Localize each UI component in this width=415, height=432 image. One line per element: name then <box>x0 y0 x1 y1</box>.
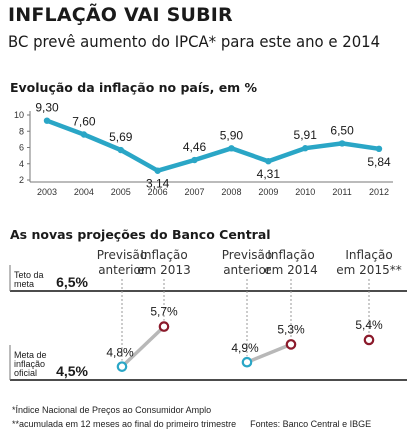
target-line-label: inflação <box>14 359 45 369</box>
x-tick-label: 2004 <box>74 187 94 197</box>
current-inflation-header: Inflação em 2014 <box>264 248 317 277</box>
x-tick-label: 2008 <box>221 187 241 197</box>
data-label: 5,91 <box>294 128 318 142</box>
data-point <box>228 145 235 152</box>
inflation-series-line <box>44 118 382 173</box>
data-point <box>154 167 161 174</box>
previous-forecast-marker <box>241 356 253 368</box>
x-tick-label: 2012 <box>369 187 389 197</box>
current-inflation-marker <box>285 339 297 350</box>
x-tick-label: 2011 <box>332 187 351 197</box>
data-point <box>43 117 51 124</box>
current-inflation-value: 5,3% <box>277 322 305 336</box>
target-line-label: Meta de <box>14 350 47 360</box>
previous-forecast-header: Previsão anterior <box>222 248 272 277</box>
current-inflation-header: Inflação em 2013 <box>137 248 190 277</box>
data-label: 4,46 <box>183 140 207 154</box>
data-label: 4,31 <box>257 167 281 181</box>
x-tick-label: 2006 <box>148 187 168 197</box>
data-point <box>117 146 124 154</box>
page-subtitle: BC prevê aumento do IPCA* para este ano … <box>8 32 381 51</box>
x-tick-label: 2005 <box>111 187 131 197</box>
target-line-label: oficial <box>14 368 37 378</box>
page-title: INFLAÇÃO VAI SUBIR <box>8 4 233 26</box>
data-point <box>80 131 88 138</box>
y-tick-label: 4 <box>19 159 24 169</box>
x-tick-label: 2007 <box>185 187 205 197</box>
current-inflation-marker <box>158 321 170 332</box>
projection-connector <box>120 325 166 368</box>
data-label: 3,14 <box>146 177 170 191</box>
data-point <box>302 145 309 152</box>
current-inflation-value: 5,7% <box>150 305 178 319</box>
projections-chart-title: As novas projeções do Banco Central <box>10 227 271 242</box>
data-label: 6,50 <box>330 123 354 137</box>
data-point <box>338 140 346 147</box>
projection-connector <box>246 342 292 364</box>
ceiling-line-label: Teto da <box>14 270 44 280</box>
previous-forecast-value: 4,9% <box>231 341 259 355</box>
line-chart-title: Evolução da inflação no país, em % <box>10 80 258 95</box>
y-tick-label: 10 <box>14 110 24 120</box>
data-label: 9,30 <box>35 101 59 115</box>
footnote-accumulated-text: **acumulada em 12 meses ao final do prim… <box>12 419 237 429</box>
current-inflation-header: Inflação em 2015** <box>336 248 401 277</box>
ceiling-line-value: 6,5% <box>56 274 88 290</box>
y-tick-label: 6 <box>19 143 24 153</box>
data-point <box>191 156 198 164</box>
data-point <box>375 145 383 152</box>
target-line-value: 4,5% <box>56 363 88 379</box>
previous-forecast-marker <box>116 361 128 372</box>
y-tick-label: 8 <box>19 126 24 136</box>
ceiling-line-label: meta <box>14 279 34 289</box>
data-label: 5,90 <box>220 128 244 142</box>
data-label: 5,84 <box>367 155 391 169</box>
x-tick-label: 2009 <box>258 187 278 197</box>
footnote-sources: Fontes: Banco Central e IBGE <box>250 419 372 429</box>
footnote-ipca: *Índice Nacional de Preços ao Consumidor… <box>12 405 212 415</box>
data-label: 5,69 <box>109 130 133 144</box>
current-inflation-marker <box>363 334 375 346</box>
previous-forecast-value: 4,8% <box>106 346 134 360</box>
x-tick-label: 2010 <box>295 187 315 197</box>
current-inflation-value: 5,4% <box>355 318 383 332</box>
previous-forecast-header: Previsão anterior <box>97 248 147 277</box>
data-point <box>265 158 272 165</box>
inflation-charts: Evolução da inflação no país, em % 10 8 6 4 2… <box>9 80 407 381</box>
x-tick-label: 2003 <box>37 187 57 197</box>
footnote-accumulated: **acumulada em 12 meses ao final do prim… <box>12 419 371 429</box>
y-tick-label: 2 <box>19 175 24 185</box>
data-label: 7,60 <box>72 115 96 129</box>
